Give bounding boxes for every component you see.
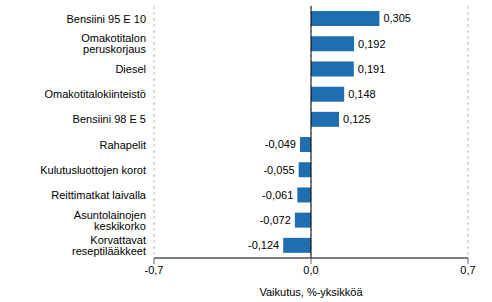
svg-text:Bensiini 95 E 10: Bensiini 95 E 10	[67, 13, 147, 25]
svg-text:Asuntolainojenkeskikorko: Asuntolainojenkeskikorko	[74, 209, 146, 232]
svg-text:Vaikutus, %-yksikköä: Vaikutus, %-yksikköä	[259, 286, 363, 298]
svg-text:Omakotitalokiinteistö: Omakotitalokiinteistö	[45, 88, 147, 100]
svg-text:0,192: 0,192	[358, 38, 386, 50]
svg-text:-0,049: -0,049	[265, 138, 296, 150]
svg-text:-0,072: -0,072	[260, 214, 291, 226]
svg-text:-0,7: -0,7	[145, 264, 164, 276]
svg-text:-0,061: -0,061	[262, 189, 293, 201]
svg-text:Bensiini 98 E 5: Bensiini 98 E 5	[73, 113, 146, 125]
svg-text:Rahapelit: Rahapelit	[100, 139, 146, 151]
svg-text:0,0: 0,0	[303, 264, 318, 276]
svg-text:0,148: 0,148	[348, 88, 376, 100]
svg-text:Omakotitalonperuskorjaus: Omakotitalonperuskorjaus	[81, 32, 146, 55]
svg-text:-0,055: -0,055	[263, 164, 294, 176]
svg-text:Kulutusluottojen korot: Kulutusluottojen korot	[40, 164, 146, 176]
svg-text:0,7: 0,7	[460, 264, 475, 276]
svg-text:Reittimatkat laivalla: Reittimatkat laivalla	[51, 189, 147, 201]
svg-text:-0,124: -0,124	[248, 239, 279, 251]
svg-text:0,191: 0,191	[358, 63, 386, 75]
svg-text:Diesel: Diesel	[115, 63, 146, 75]
svg-text:Korvattavatreseptilääkkeet: Korvattavatreseptilääkkeet	[72, 234, 146, 257]
svg-text:0,125: 0,125	[343, 113, 371, 125]
svg-text:0,305: 0,305	[383, 12, 411, 24]
